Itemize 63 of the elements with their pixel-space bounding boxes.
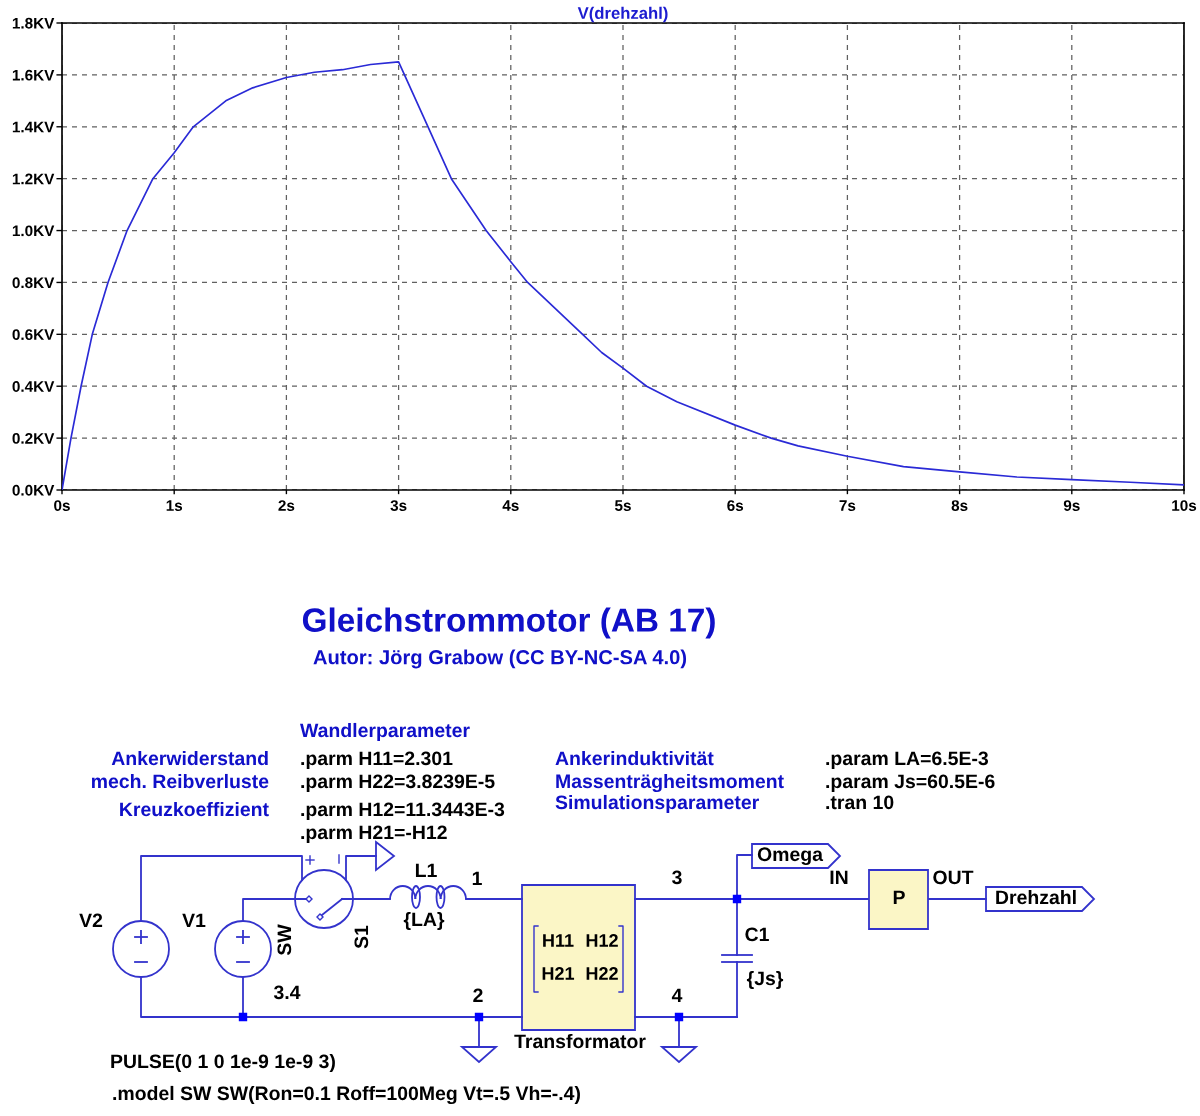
y-tick-label: 0.8KV xyxy=(12,277,55,289)
text: .model SW SW(Ron=0.1 Roff=100Meg Vt=.5 Vh=-.4) xyxy=(113,1085,580,1105)
y-tick-label: 0.6KV xyxy=(12,329,55,341)
y-tick-label: 1.6KV xyxy=(12,69,55,81)
chart-title: V(drehzahl) xyxy=(577,6,668,23)
text: .parm H21=-H12 xyxy=(301,825,447,844)
text: {LA} xyxy=(403,911,445,931)
text: 3 xyxy=(672,870,682,885)
text: S1 xyxy=(354,925,369,949)
x-tick-label: 1s xyxy=(166,500,183,511)
text: Ankerwiderstand xyxy=(111,750,268,766)
x-tick-label: 7s xyxy=(839,500,856,511)
y-tick-label: 0.2KV xyxy=(12,432,55,444)
text: H22 xyxy=(586,967,618,980)
text: H21 xyxy=(542,967,575,980)
text: P xyxy=(893,890,905,905)
x-tick-label: 9s xyxy=(1063,500,1080,511)
text: Kreuzkoeffizient xyxy=(120,801,269,817)
text: mech. Reibverluste xyxy=(91,773,269,789)
text: Omega xyxy=(757,847,824,866)
text: C1 xyxy=(745,927,769,942)
text: .parm H22=3.8239E-5 xyxy=(301,774,495,793)
text: .tran 10 xyxy=(826,795,894,810)
text: OUT xyxy=(933,870,974,885)
text: V1 xyxy=(182,913,206,928)
text: 1 xyxy=(472,871,482,886)
x-tick-label: 0s xyxy=(54,500,70,511)
y-tick-label: 0.0KV xyxy=(12,484,55,496)
text: Gleichstrommotor (AB 17) xyxy=(302,607,715,639)
y-tick-label: 1.0KV xyxy=(12,225,55,237)
y-tick-label: 1.4KV xyxy=(12,121,55,133)
text: Simulationsparameter xyxy=(555,794,759,814)
text: {Js} xyxy=(746,970,784,990)
x-tick-label: 4s xyxy=(502,500,519,511)
text: L1 xyxy=(415,863,437,878)
text: 3.4 xyxy=(273,985,301,1000)
y-tick-label: 0.4KV xyxy=(12,381,55,392)
text: Transformator xyxy=(514,1033,646,1049)
x-tick-label: 10s xyxy=(1172,500,1197,511)
text: Drehzahl xyxy=(996,889,1076,905)
text: .param Js=60.5E-6 xyxy=(826,774,995,793)
text: H11 xyxy=(543,934,574,947)
text: V2 xyxy=(79,913,103,928)
text: 4 xyxy=(671,988,683,1003)
text: .parm H11=2.301 xyxy=(301,751,453,770)
text: .param LA=6.5E-3 xyxy=(826,751,989,770)
x-tick-label: 5s xyxy=(614,500,631,511)
text: .parm H12=11.3443E-3 xyxy=(301,802,505,821)
y-tick-label: 1.2KV xyxy=(12,173,55,185)
x-tick-label: 8s xyxy=(951,500,968,511)
text: Massenträgheitsmoment xyxy=(556,773,784,793)
x-tick-label: 2s xyxy=(278,500,295,511)
text: SW xyxy=(277,924,292,956)
text: Ankerinduktivität xyxy=(555,750,714,766)
y-tick-label: 1.8KV xyxy=(12,17,55,29)
text: Autor: Jörg Grabow (CC BY-NC-SA 4.0) xyxy=(313,649,687,669)
text: PULSE(0 1 0 1e-9 1e-9 3) xyxy=(111,1053,335,1073)
text: Wandlerparameter xyxy=(300,722,470,742)
x-tick-label: 6s xyxy=(727,500,744,511)
text: 2 xyxy=(473,988,483,1003)
text: IN xyxy=(830,870,848,885)
x-tick-label: 3s xyxy=(390,500,407,511)
text: H12 xyxy=(586,934,618,947)
